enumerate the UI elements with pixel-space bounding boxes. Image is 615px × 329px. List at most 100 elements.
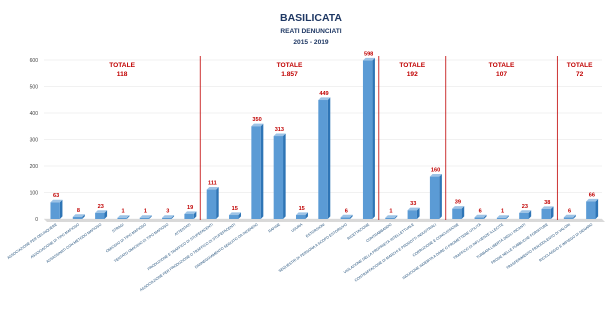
bar-top (139, 215, 152, 218)
bar-top (162, 215, 175, 218)
bar-top (563, 214, 576, 218)
bar-side (394, 215, 398, 219)
bar-side (283, 133, 286, 219)
bar-side (59, 199, 63, 219)
bar-top (385, 215, 398, 218)
bar-side (483, 214, 487, 219)
bar-side (506, 215, 509, 219)
bar-side (193, 211, 197, 219)
x-tick-label: ATTENTATI (174, 223, 192, 237)
bar (474, 217, 484, 219)
bar-top (95, 210, 108, 213)
group-total-value: 107 (496, 71, 507, 78)
data-label: 8 (77, 208, 80, 214)
bar (295, 215, 306, 219)
bar (340, 217, 351, 219)
bar-side (550, 206, 554, 219)
bar-side (126, 215, 130, 219)
bar-top (362, 57, 375, 61)
bar (541, 208, 551, 219)
data-label: 1 (501, 209, 504, 215)
bar-top (340, 214, 353, 218)
bar-side (573, 214, 576, 219)
data-label: 350 (252, 117, 261, 123)
bar-top (541, 206, 554, 209)
bar (273, 136, 284, 219)
data-label: 6 (568, 208, 571, 214)
group-total-label: TOTALE (399, 62, 425, 69)
y-tick-label: 200 (30, 164, 39, 170)
data-label: 66 (589, 192, 595, 198)
data-label: 6 (345, 208, 348, 214)
bar (206, 189, 217, 219)
data-label: 3 (166, 209, 169, 215)
bar-side (416, 207, 420, 219)
bar-top (50, 199, 63, 203)
chart-period: 2015 - 2019 (293, 39, 329, 46)
bar-top (474, 214, 487, 218)
data-label: 63 (53, 193, 59, 199)
bar-side (595, 198, 599, 219)
bar (318, 100, 328, 219)
bar-top (117, 215, 130, 218)
bar-side (238, 212, 242, 219)
bar (385, 217, 395, 219)
bar-top (229, 212, 242, 216)
bar-top (295, 212, 308, 216)
bar-top (184, 211, 197, 214)
data-label: 6 (479, 208, 482, 214)
bar-top (496, 215, 509, 218)
bar-top (452, 206, 465, 209)
bar (429, 176, 440, 219)
data-label: 23 (522, 204, 528, 210)
bar-side (216, 186, 219, 219)
data-label: 598 (364, 51, 373, 57)
chart-title: BASILICATA (280, 12, 342, 24)
bar (251, 126, 261, 219)
group-total-label: TOTALE (489, 62, 515, 69)
x-tick-label: RAPINE (268, 222, 282, 233)
bar (496, 217, 507, 219)
bar-top (318, 97, 331, 101)
bar (586, 201, 596, 219)
bar (452, 208, 462, 219)
bar-top (273, 133, 286, 137)
bar-side (439, 174, 442, 219)
data-label: 33 (410, 201, 416, 207)
bar (362, 60, 373, 219)
bar (407, 210, 417, 219)
group-total-label: TOTALE (567, 62, 593, 69)
chart-subtitle: REATI DENUNCIATI (280, 28, 341, 35)
group-total-value: 72 (576, 71, 584, 78)
bar-side (82, 214, 85, 219)
y-tick-label: 400 (30, 111, 39, 117)
data-label: 38 (544, 200, 550, 206)
y-tick-label: 600 (30, 58, 39, 64)
bar-top (206, 186, 219, 190)
x-tick-label: INDUZIONE INDEBITA A DARE O PROMETTERE U… (402, 222, 483, 280)
bar (139, 217, 150, 219)
x-tick-label: OMICIDIO DI TIPO MAFIOSO (105, 222, 147, 253)
bar-side (149, 215, 152, 219)
y-tick-label: 300 (30, 137, 39, 143)
group-total-label: TOTALE (109, 62, 135, 69)
bar-top (519, 210, 532, 213)
bar-side (528, 210, 532, 219)
bar-top (407, 207, 420, 211)
bar (50, 202, 60, 219)
y-tick-label: 500 (30, 84, 39, 90)
chart-floor (44, 219, 605, 222)
data-label: 1 (389, 209, 392, 215)
bar-side (104, 210, 108, 219)
bar (95, 212, 105, 219)
bar-side (327, 97, 331, 219)
bar-top (72, 214, 85, 217)
bar-side (372, 57, 375, 220)
data-label: 1 (122, 209, 125, 215)
x-tick-label: STRAGI (111, 223, 124, 234)
bar (229, 215, 239, 219)
bar-top (251, 123, 264, 127)
data-label: 15 (299, 206, 305, 212)
bar (184, 213, 194, 219)
